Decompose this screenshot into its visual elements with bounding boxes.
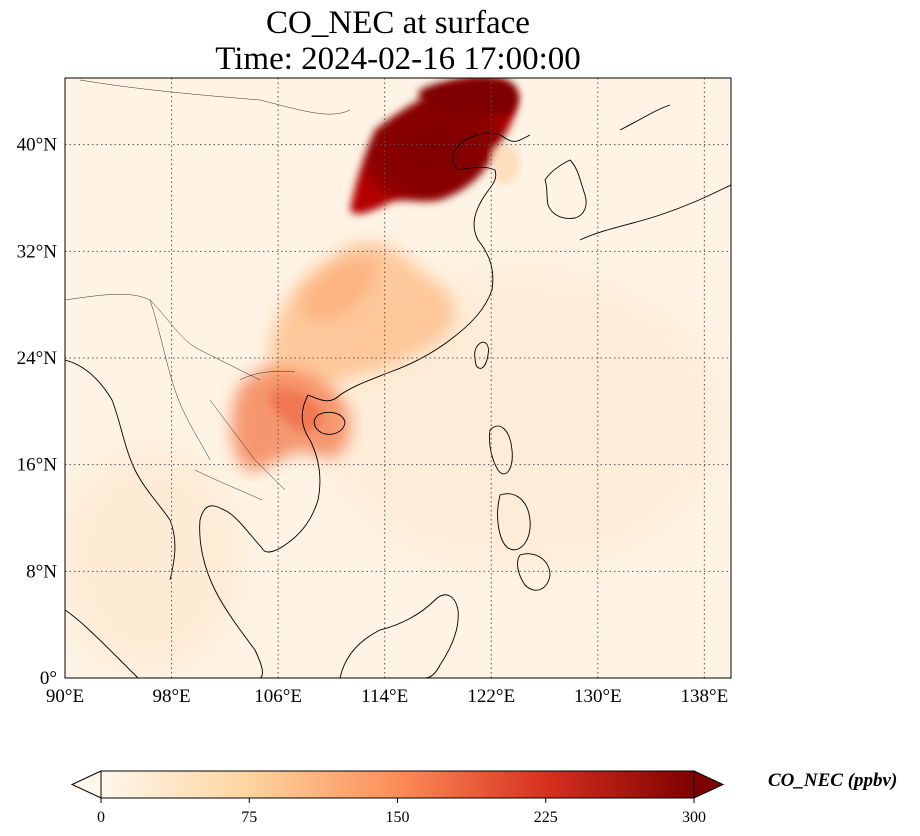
- colorbar-label: CO_NEC (ppbv): [768, 770, 898, 791]
- chart-title-line2: Time: 2024-02-16 17:00:00: [215, 41, 581, 77]
- lon-tick-label: 122°E: [467, 686, 515, 707]
- colorbar-tick-labels: 0 75 150 225 300: [97, 798, 706, 826]
- lon-tick-label: 90°E: [46, 686, 84, 707]
- plume-south-china: [268, 241, 455, 395]
- colorbar-tick-label: 300: [682, 809, 706, 826]
- lon-tick-label: 130°E: [574, 686, 622, 707]
- lat-tick-label: 32°N: [17, 241, 58, 262]
- gridlines: [65, 78, 731, 678]
- lon-tick-label: 114°E: [361, 686, 408, 707]
- country-borders: [65, 79, 351, 501]
- chart-title-line1: CO_NEC at surface: [266, 5, 530, 41]
- colorbar-extend-max: [693, 770, 725, 799]
- colorbar-tick-label: 225: [534, 809, 558, 826]
- lat-tick-label: 8°N: [26, 561, 57, 582]
- lon-tick-label: 138°E: [681, 686, 729, 707]
- map-frame: [64, 77, 732, 679]
- lon-tick-label: 106°E: [254, 686, 302, 707]
- lat-tick-label: 24°N: [17, 348, 58, 369]
- lat-tick-label: 16°N: [17, 455, 58, 476]
- map-panel: [65, 78, 731, 678]
- latitude-tick-labels: 0° 8°N 16°N 24°N 32°N 40°N: [17, 135, 58, 689]
- colorbar: 0 75 150 225 300: [70, 770, 725, 826]
- lat-tick-label: 40°N: [17, 135, 58, 156]
- colorbar-gradient: [101, 771, 694, 798]
- colorbar-tick-label: 0: [97, 809, 105, 826]
- colorbar-tick-label: 75: [241, 809, 257, 826]
- lon-tick-label: 98°E: [152, 686, 190, 707]
- colorbar-extend-min: [70, 770, 102, 799]
- concentration-field: [65, 78, 720, 670]
- coastlines: [65, 104, 731, 678]
- longitude-tick-labels: 90°E 98°E 106°E 114°E 122°E 130°E 138°E: [46, 686, 728, 707]
- colorbar-tick-label: 150: [386, 809, 410, 826]
- lat-tick-label: 0°: [40, 668, 57, 689]
